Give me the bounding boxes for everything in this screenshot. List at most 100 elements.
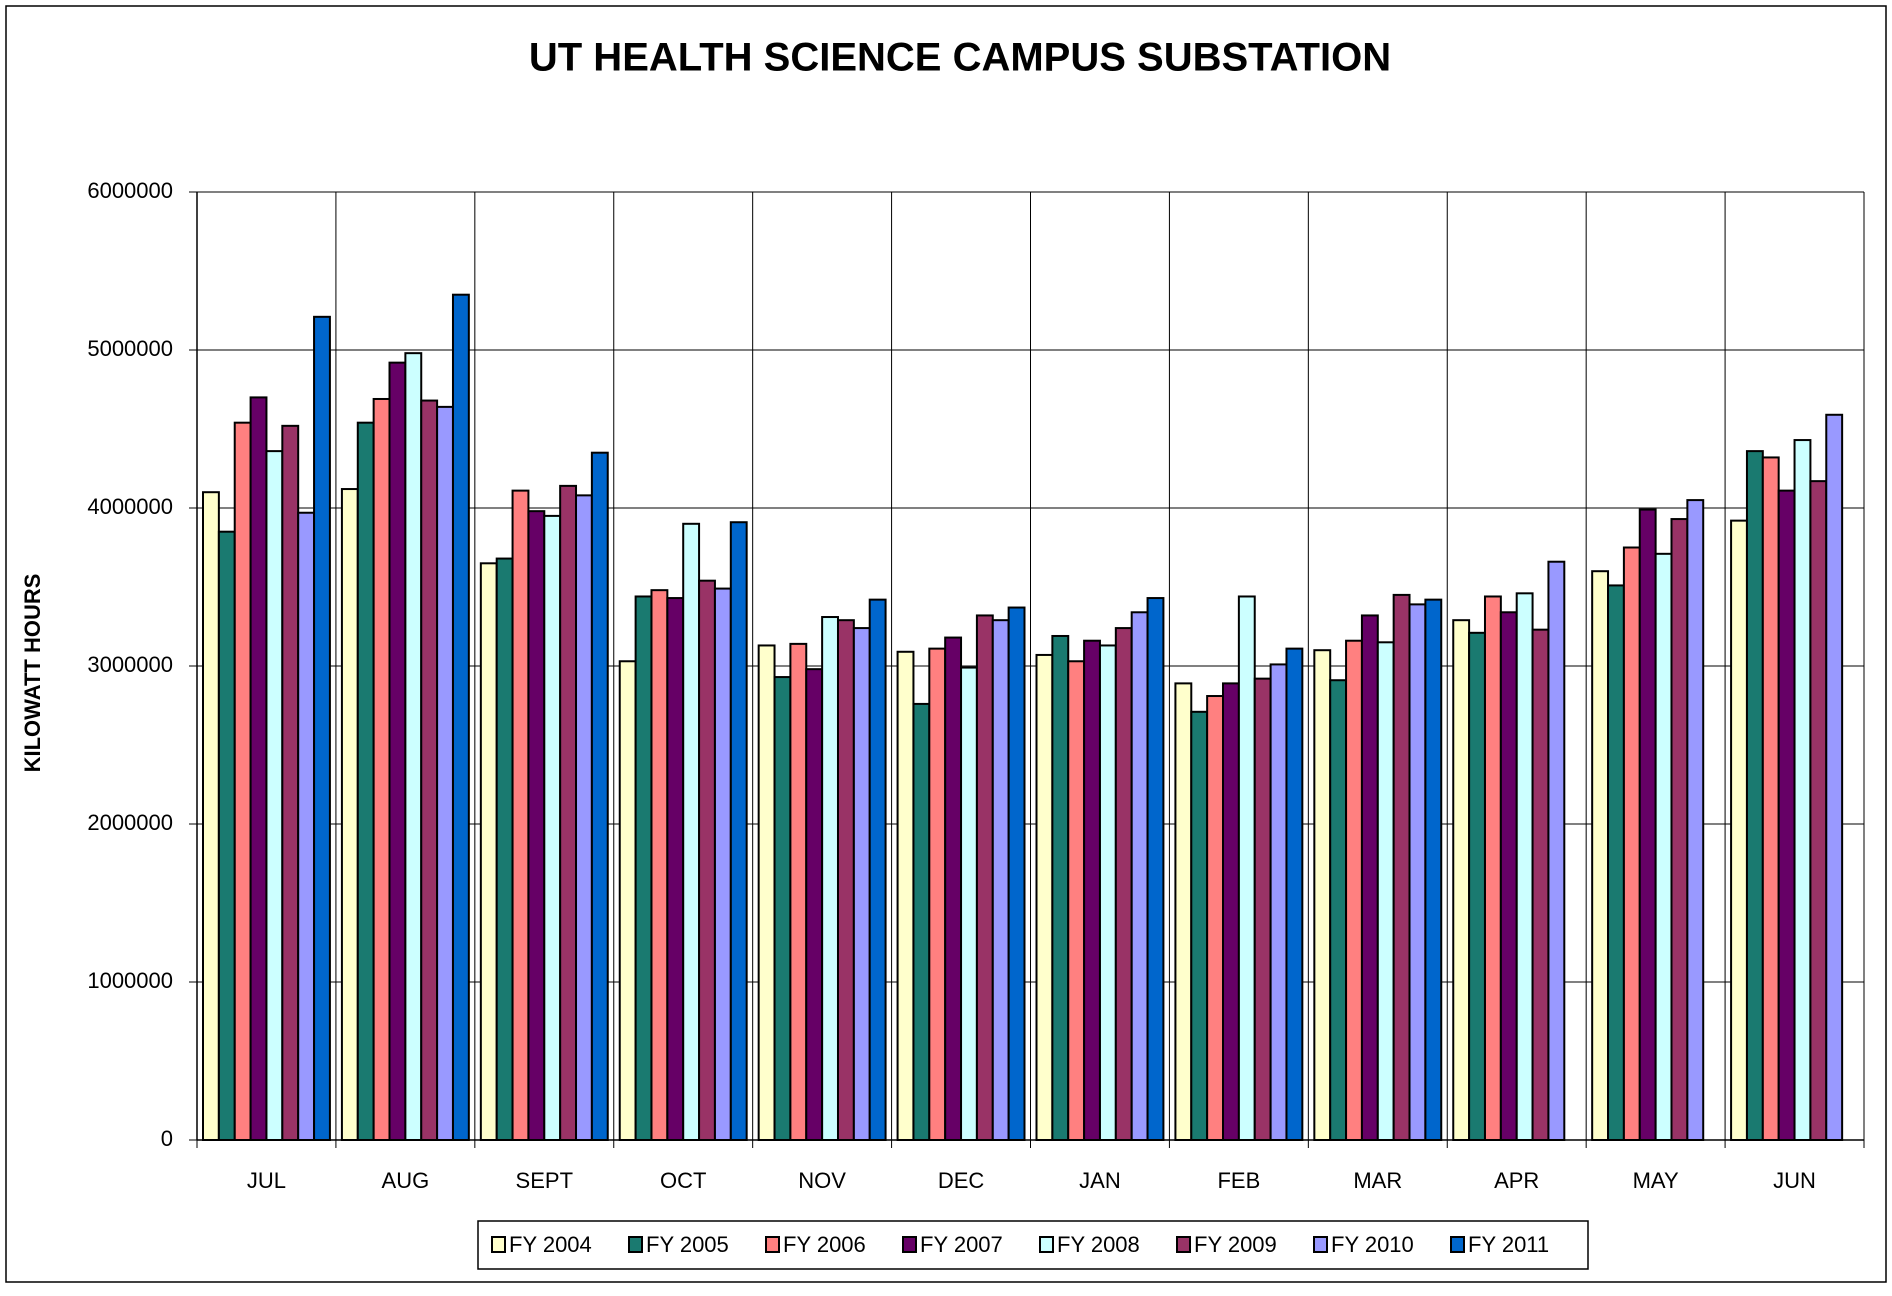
bar (1083, 639, 1101, 1141)
bar (1777, 489, 1796, 1141)
bar (821, 616, 839, 1141)
x-tick-label: APR (1494, 1168, 1539, 1193)
bar (1547, 560, 1566, 1141)
bar (698, 579, 716, 1141)
bar (1730, 519, 1748, 1141)
bar (634, 595, 653, 1141)
bar (1745, 450, 1764, 1141)
bar (297, 511, 316, 1141)
bar (757, 644, 776, 1142)
bar (789, 642, 808, 1141)
y-tick-label: 2000000 (87, 810, 173, 835)
y-tick-label: 5000000 (87, 336, 173, 361)
bar (1174, 682, 1193, 1141)
bar (912, 702, 931, 1141)
legend-swatch (628, 1236, 643, 1253)
x-tick-label: OCT (660, 1168, 706, 1193)
bar (1222, 682, 1240, 1141)
bar (1051, 634, 1070, 1141)
bar (559, 484, 578, 1141)
bar (1007, 606, 1026, 1141)
bar (1591, 570, 1610, 1141)
x-tick-label: JAN (1079, 1168, 1121, 1193)
legend-label: FY 2010 (1331, 1232, 1414, 1257)
legend-label: FY 2008 (1057, 1232, 1140, 1257)
legend-label: FY 2007 (920, 1232, 1003, 1257)
bar (265, 450, 284, 1141)
bar (1269, 663, 1288, 1141)
x-tick-label: JUN (1773, 1168, 1816, 1193)
bar (1313, 649, 1332, 1141)
bar (1345, 639, 1363, 1141)
x-tick-label: FEB (1217, 1168, 1260, 1193)
legend-swatch (491, 1236, 506, 1253)
legend-swatch (1313, 1236, 1328, 1253)
bar (313, 315, 331, 1141)
legend-label: FY 2006 (783, 1232, 866, 1257)
bar (666, 597, 685, 1141)
legend-swatch (1039, 1236, 1054, 1253)
bar (1190, 710, 1209, 1141)
bar (233, 421, 252, 1141)
bar (852, 627, 871, 1142)
x-tick-label: JUL (247, 1168, 286, 1193)
bar (928, 647, 947, 1141)
bar (1237, 595, 1256, 1141)
bar (1499, 611, 1518, 1141)
bar (1654, 552, 1673, 1141)
bar (1285, 647, 1304, 1141)
legend-label: FY 2011 (1468, 1232, 1549, 1257)
bar (618, 660, 637, 1141)
bar (1686, 499, 1705, 1142)
bar (1793, 439, 1812, 1141)
bar (404, 352, 423, 1142)
y-axis-title: KILOWATT HOURS (20, 574, 45, 773)
bar (1483, 595, 1502, 1141)
bar (281, 424, 300, 1141)
bar (1638, 508, 1657, 1141)
chart-title: UT HEALTH SCIENCE CAMPUS SUBSTATION (529, 36, 1391, 80)
legend-swatch (765, 1236, 780, 1253)
x-tick-label: NOV (798, 1168, 846, 1193)
bar (590, 451, 609, 1141)
bar (1329, 679, 1348, 1141)
bar (1146, 597, 1165, 1141)
bar (1360, 614, 1379, 1141)
bar (543, 514, 562, 1141)
bar (202, 491, 220, 1141)
bar (527, 510, 546, 1142)
bar (682, 522, 701, 1141)
bar (388, 361, 407, 1141)
bar (420, 399, 439, 1141)
bar (944, 636, 963, 1141)
bar (356, 421, 375, 1141)
bar (1206, 695, 1225, 1142)
bar (1098, 644, 1117, 1142)
y-tick-label: 1000000 (87, 968, 173, 993)
bar (805, 668, 824, 1141)
bar (1130, 611, 1149, 1141)
bar (868, 598, 887, 1141)
legend-swatch (902, 1236, 917, 1253)
y-tick-label: 3000000 (87, 652, 173, 677)
bar (773, 676, 792, 1141)
bar (1761, 456, 1780, 1141)
y-tick-label: 4000000 (87, 494, 173, 519)
bar (1424, 598, 1443, 1141)
bar (1670, 518, 1689, 1141)
y-tick-label: 0 (161, 1126, 173, 1151)
bar (217, 530, 236, 1141)
bar (1376, 641, 1395, 1141)
legend-label: FY 2005 (646, 1232, 729, 1257)
x-tick-label: SEPT (516, 1168, 573, 1193)
bar (1531, 628, 1550, 1141)
bar (713, 587, 732, 1141)
bar (1468, 631, 1486, 1141)
bar (575, 494, 593, 1141)
bar (975, 614, 994, 1141)
bar (729, 521, 748, 1141)
bar (436, 405, 454, 1141)
x-tick-label: MAY (1633, 1168, 1679, 1193)
bar (1253, 677, 1272, 1141)
bar (1392, 593, 1411, 1141)
